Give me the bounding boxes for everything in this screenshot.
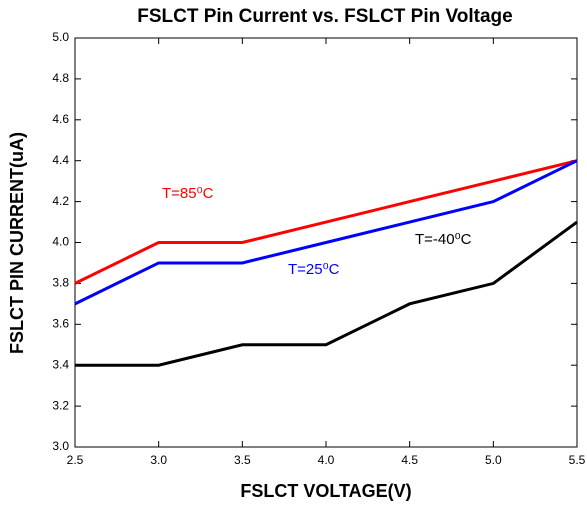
x-tick-label: 3.0 [150,453,167,467]
series-label: T=85⁰C [162,185,214,202]
y-tick-label: 3.6 [52,316,69,330]
y-tick-label: 4.8 [52,71,69,85]
y-tick-label: 4.0 [52,235,69,249]
x-axis-title: FSLCT VOLTAGE(V) [240,481,411,501]
x-tick-label: 5.5 [569,453,586,467]
series-line [75,220,578,367]
y-tick-label: 3.0 [52,439,69,453]
series-label: T=-40⁰C [415,231,472,248]
chart-title: FSLCT Pin Current vs. FSLCT Pin Voltage [137,6,512,27]
x-tick-label: 3.5 [234,453,251,467]
y-tick-label: 3.8 [52,276,69,290]
series-line [74,159,578,306]
x-tick-label: 5.0 [485,453,502,467]
y-tick-label: 5.0 [52,30,69,44]
y-axis-title: FSLCT PIN CURRENT(uA) [7,132,27,354]
y-tick-label: 3.4 [52,357,69,371]
series-line [74,159,578,285]
y-tick-label: 4.2 [52,194,69,208]
x-tick-label: 4.0 [318,453,335,467]
x-tick-label: 4.5 [401,453,418,467]
x-tick-label: 2.5 [67,453,84,467]
y-tick-label: 4.6 [52,112,69,126]
y-tick-label: 4.4 [52,153,69,167]
series-label: T=25⁰C [288,261,340,278]
y-tick-label: 3.2 [52,398,69,412]
